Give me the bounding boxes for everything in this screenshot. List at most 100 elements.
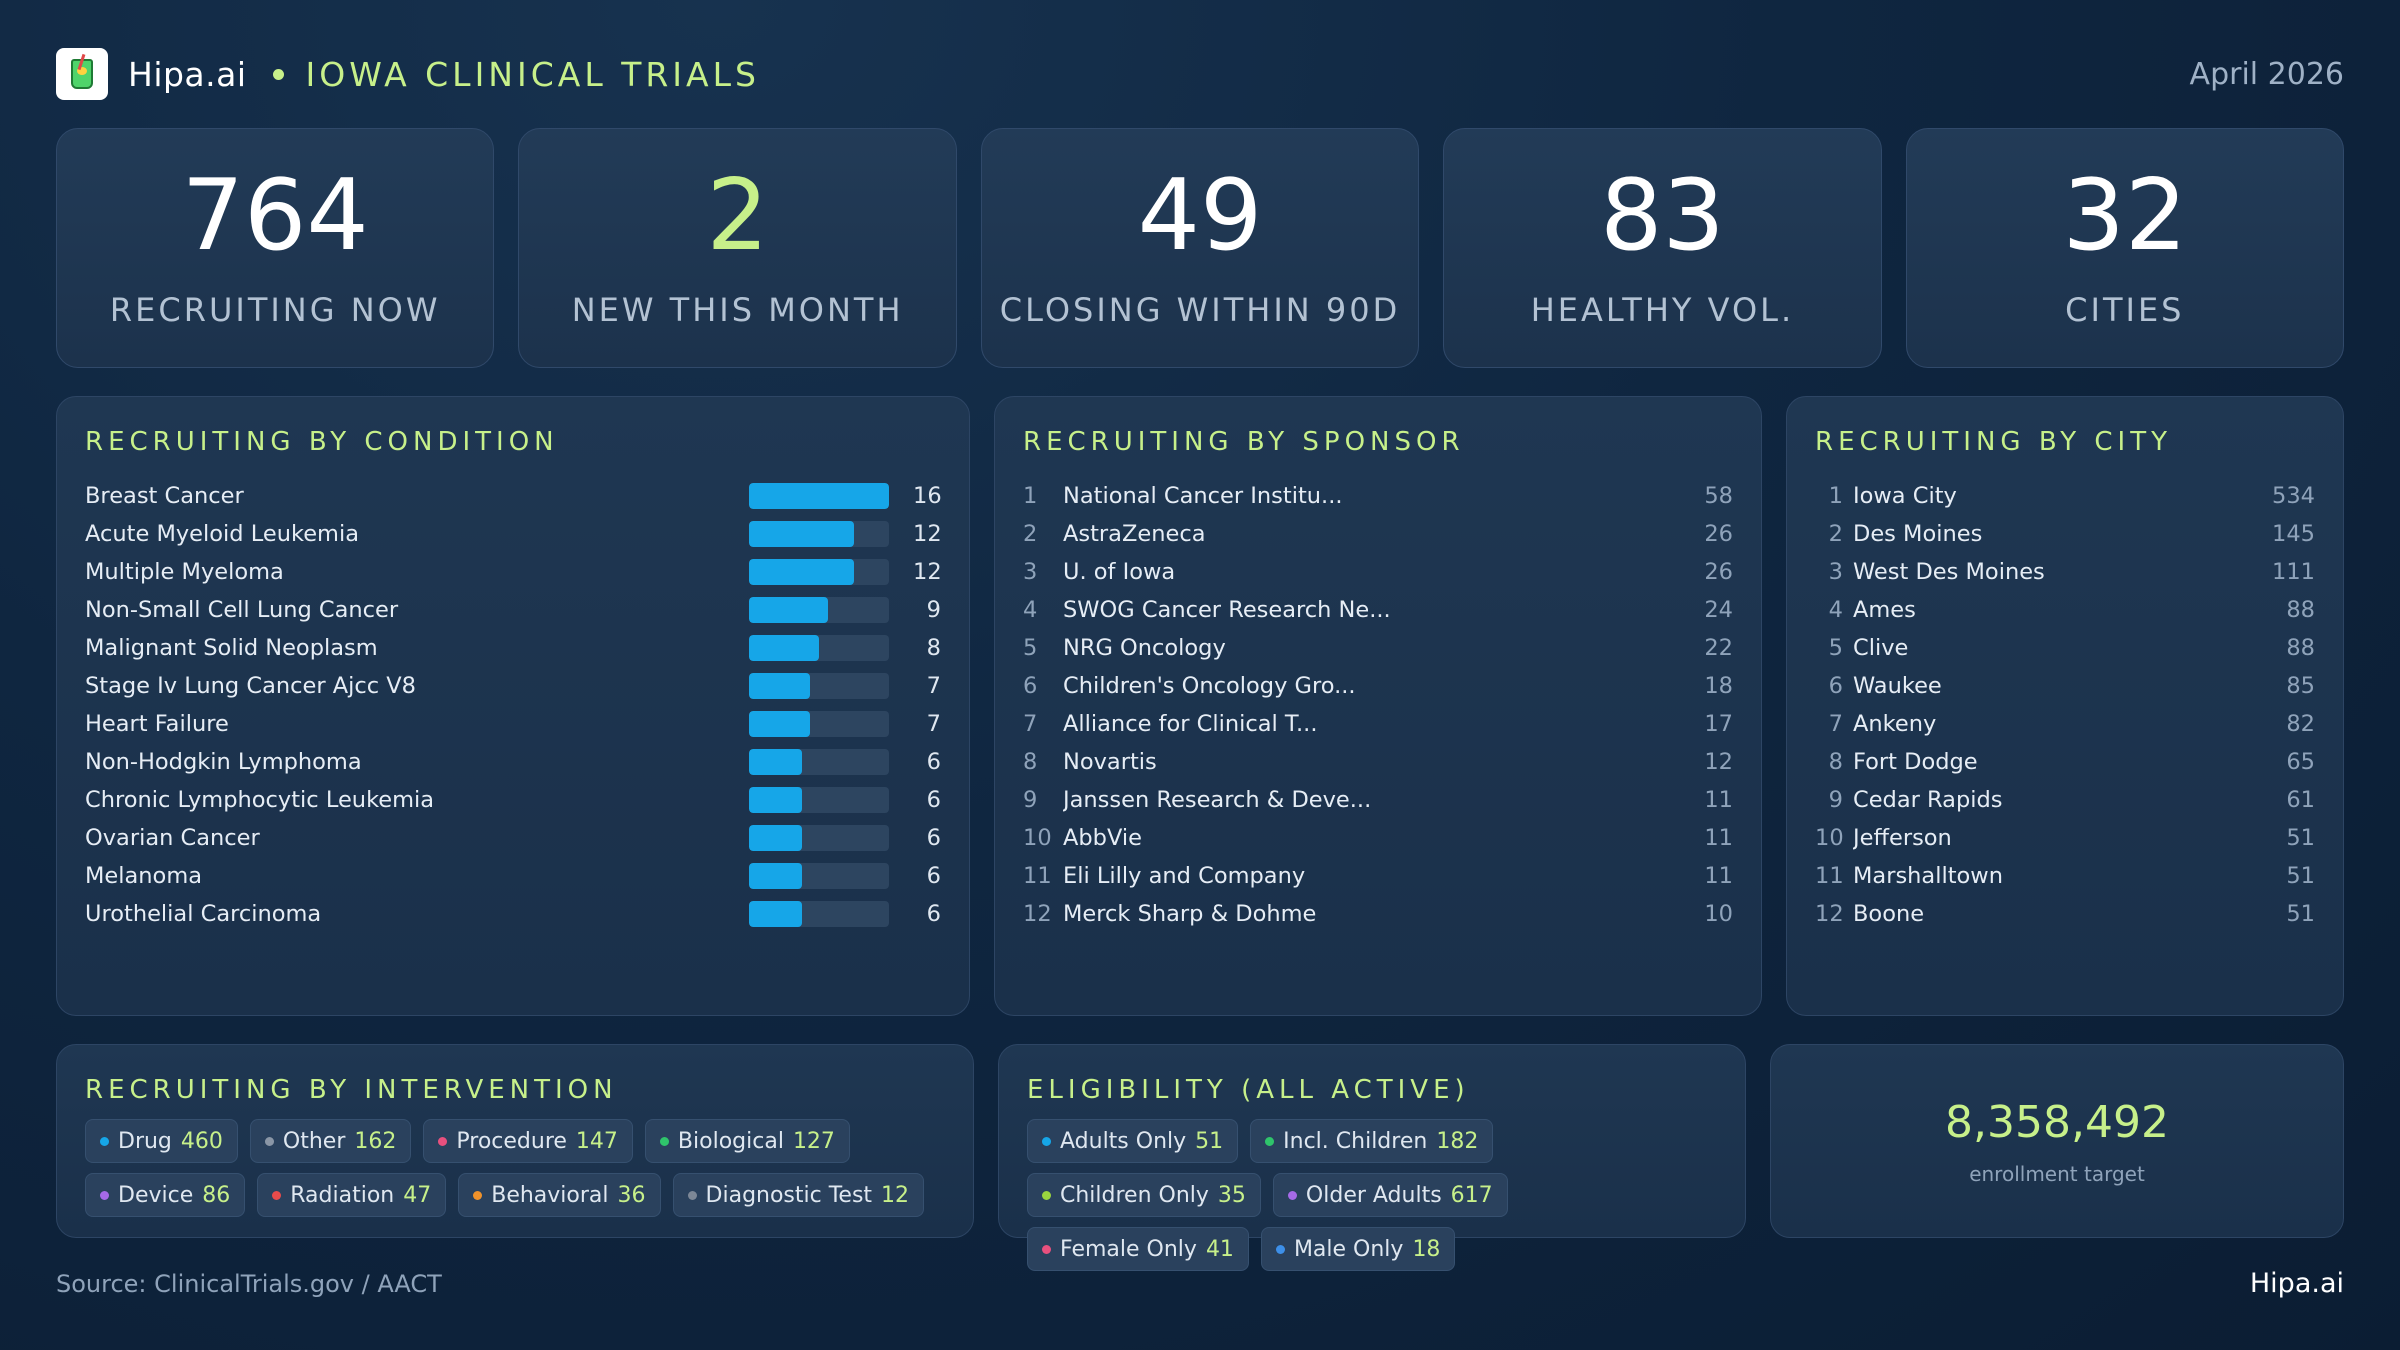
report-date: April 2026 (2189, 56, 2344, 92)
eligibility-dot-icon (1042, 1190, 1051, 1200)
sponsor-rank: 2 (1023, 521, 1038, 547)
condition-list: Breast Cancer 16 Acute Myeloid Leukemia 12 M… (85, 477, 942, 933)
condition-row: Stage Iv Lung Cancer Ajcc V8 7 (85, 667, 941, 705)
condition-bar-track (749, 635, 889, 661)
intervention-chip-label: Biological (677, 1128, 784, 1154)
condition-bar (749, 787, 802, 813)
intervention-chip-value: 162 (354, 1128, 397, 1154)
city-count: 61 (2286, 787, 2315, 813)
intervention-dot-icon (659, 1136, 669, 1146)
condition-bar-track (749, 863, 889, 889)
city-row: 7 Ankeny 82 (1815, 705, 2315, 743)
kpi-value: 2 (706, 159, 769, 273)
city-count: 65 (2286, 749, 2315, 775)
condition-count: 12 (913, 521, 942, 547)
eligibility-chip-value: 18 (1412, 1236, 1441, 1262)
city-name: Marshalltown (1853, 863, 2003, 889)
intervention-chip-label: Other (282, 1128, 346, 1154)
sponsor-name: SWOG Cancer Research Ne... (1063, 597, 1391, 623)
condition-bar-track (749, 825, 889, 851)
condition-bar-track (749, 711, 889, 737)
sponsor-row: 8 Novartis 12 (1023, 743, 1733, 781)
city-rank: 3 (1828, 559, 1843, 585)
intervention-chip-value: 47 (403, 1182, 432, 1208)
panel-title: RECRUITING BY INTERVENTION (85, 1075, 618, 1105)
eligibility-dot-icon (1287, 1190, 1297, 1200)
condition-count: 6 (926, 749, 941, 775)
sponsor-row: 5 NRG Oncology 22 (1023, 629, 1733, 667)
kpi-row: 764 RECRUITING NOW 2 NEW THIS MONTH 49 C… (56, 128, 2345, 368)
eligibility-panel: ELIGIBILITY (ALL ACTIVE) Adults Only 51 In… (998, 1044, 1746, 1271)
condition-bar (749, 597, 828, 623)
panel-title: RECRUITING BY CITY (1815, 427, 2172, 457)
city-row: 3 West Des Moines 111 (1815, 553, 2315, 591)
sponsor-name: National Cancer Institu... (1063, 483, 1343, 509)
page-title: IOWA CLINICAL TRIALS (305, 54, 760, 94)
sponsor-name: NRG Oncology (1063, 635, 1226, 661)
sponsor-count: 10 (1704, 901, 1733, 927)
condition-name: Melanoma (85, 863, 203, 889)
intervention-dot-icon (272, 1190, 282, 1200)
eligibility-chip-value: 35 (1217, 1182, 1246, 1208)
condition-row: Melanoma 6 (85, 857, 941, 895)
intervention-chip-label: Procedure (456, 1128, 567, 1154)
city-name: West Des Moines (1853, 559, 2045, 585)
sponsor-name: Merck Sharp & Dohme (1063, 901, 1317, 927)
condition-bar-track (749, 749, 889, 775)
condition-name: Non-Small Cell Lung Cancer (85, 597, 399, 623)
city-rank: 5 (1828, 635, 1843, 661)
sponsor-name: Alliance for Clinical T... (1063, 711, 1318, 737)
condition-row: Ovarian Cancer 6 (85, 819, 941, 857)
city-name: Ankeny (1853, 711, 1937, 737)
sponsor-row: 7 Alliance for Clinical T... 17 (1023, 705, 1733, 743)
kpi-label: NEW THIS MONTH (571, 291, 904, 329)
kpi-value: 764 (181, 159, 369, 273)
eligibility-chip-label: Adults Only (1060, 1128, 1187, 1154)
enrollment-value: 8,358,492 (1945, 1096, 2169, 1148)
sponsor-list: 1 National Cancer Institu... 58 2 AstraZenec… (1023, 477, 1733, 933)
condition-count: 7 (926, 673, 941, 699)
intervention-chip: Biological 127 (644, 1119, 850, 1163)
city-panel: RECRUITING BY CITY 1 Iowa City 534 2 Des Moi… (1786, 396, 2344, 1016)
intervention-chip-value: 460 (180, 1128, 223, 1154)
footer-brand: Hipa.ai (2249, 1268, 2344, 1299)
eligibility-chip-value: 51 (1195, 1128, 1224, 1154)
enrollment-panel: 8,358,492 enrollment target (1770, 1044, 2344, 1238)
sponsor-row: 2 AstraZeneca 26 (1023, 515, 1733, 553)
condition-row: Malignant Solid Neoplasm 8 (85, 629, 941, 667)
intervention-chip: Diagnostic Test 12 (672, 1173, 925, 1217)
intervention-dot-icon (100, 1190, 109, 1200)
condition-name: Multiple Myeloma (85, 559, 284, 585)
condition-bar (749, 673, 811, 699)
intervention-chip-label: Device (118, 1182, 194, 1208)
eligibility-chip-label: Older Adults (1305, 1182, 1442, 1208)
sponsor-name: Novartis (1063, 749, 1157, 775)
condition-count: 12 (913, 559, 942, 585)
eligibility-chip-label: Incl. Children (1283, 1128, 1428, 1154)
city-row: 4 Ames 88 (1815, 591, 2315, 629)
condition-name: Acute Myeloid Leukemia (85, 521, 359, 547)
city-rank: 8 (1828, 749, 1843, 775)
intervention-chip: Radiation 47 (257, 1173, 447, 1217)
kpi-value: 32 (2062, 159, 2188, 273)
kpi-healthy-volunteers: 83 HEALTHY VOL. (1443, 128, 1882, 368)
intervention-chip: Behavioral 36 (458, 1173, 661, 1217)
kpi-value: 83 (1600, 159, 1725, 273)
panel-title: RECRUITING BY CONDITION (85, 427, 559, 457)
city-rank: 12 (1815, 901, 1844, 927)
sponsor-count: 17 (1704, 711, 1733, 737)
condition-bar (749, 711, 811, 737)
intervention-chip-label: Behavioral (491, 1182, 609, 1208)
kpi-label: CLOSING WITHIN 90D (999, 291, 1401, 329)
condition-count: 9 (926, 597, 941, 623)
sponsor-name: Janssen Research & Deve... (1063, 787, 1372, 813)
condition-bar (749, 901, 802, 927)
sponsor-rank: 12 (1023, 901, 1052, 927)
city-count: 88 (2286, 635, 2315, 661)
condition-count: 8 (926, 635, 941, 661)
intervention-chip: Other 162 (249, 1119, 412, 1163)
condition-bar (749, 521, 854, 547)
eligibility-chip-value: 41 (1205, 1236, 1234, 1262)
brand-name: Hipa.ai (128, 54, 247, 94)
sponsor-row: 1 National Cancer Institu... 58 (1023, 477, 1733, 515)
